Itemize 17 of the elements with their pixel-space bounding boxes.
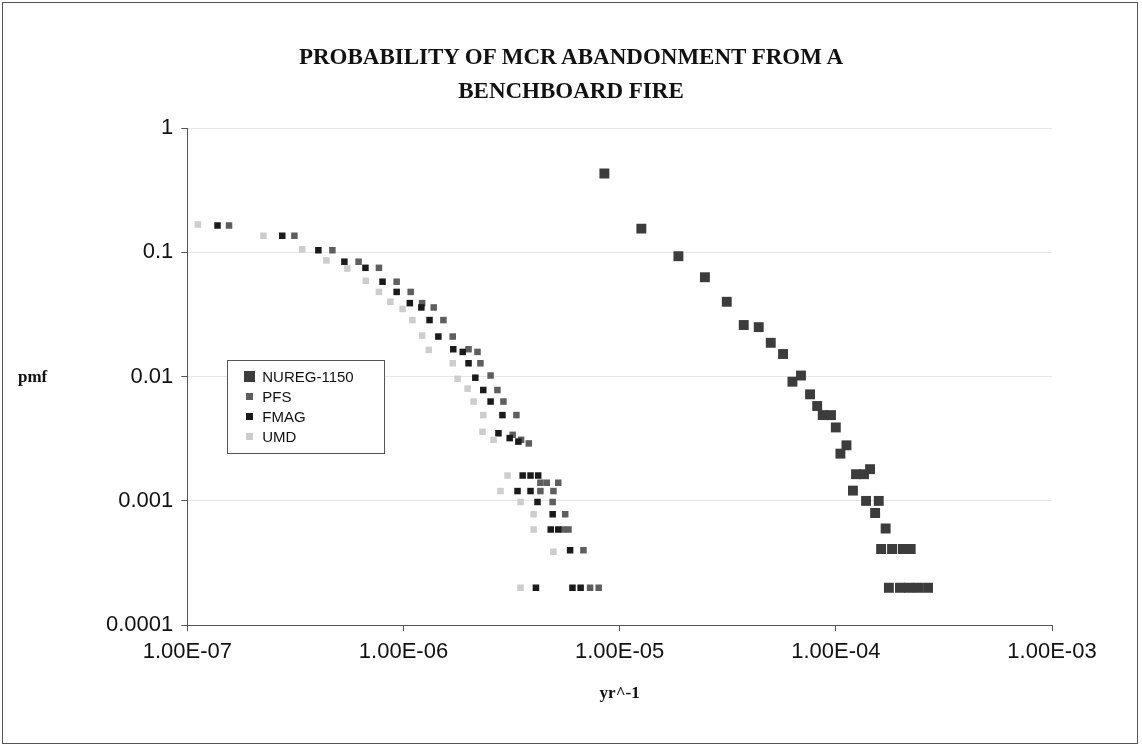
y-axis-title: pmf — [18, 366, 48, 387]
legend-label: UMD — [262, 428, 297, 446]
x-tick-label: 1.00E-04 — [791, 638, 881, 664]
x-tick-label: 1.00E-05 — [575, 638, 665, 664]
x-tick-label: 1.00E-06 — [358, 638, 449, 664]
y-tick-label: 1 — [161, 114, 174, 140]
y-tick-label: 0.001 — [118, 486, 174, 512]
x-tick-label: 1.00E-07 — [142, 638, 232, 664]
y-tick-label: 0.0001 — [105, 611, 174, 637]
legend-label: NUREG-1150 — [262, 368, 354, 386]
legend-label: PFS — [262, 388, 292, 406]
y-tick-label: 0.1 — [142, 238, 174, 264]
y-tick-label: 0.01 — [130, 362, 174, 388]
legend-label: FMAG — [262, 408, 306, 426]
x-tick-label: 1.00E-03 — [1007, 638, 1097, 664]
x-axis-title: yr^-1 — [599, 683, 640, 703]
chart-title: PROBABILITY OF MCR ABANDONMENT FROM A BENCHBOARD FIRE — [297, 43, 845, 105]
